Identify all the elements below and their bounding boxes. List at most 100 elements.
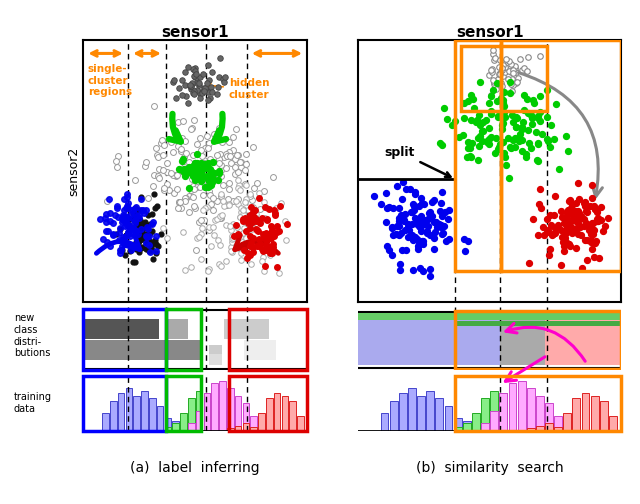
Point [563,221,573,229]
Point [206,83,216,91]
Point [136,229,147,237]
Point [127,224,138,232]
Point [225,221,235,229]
Bar [499,393,508,431]
Point [122,190,132,198]
Point [237,229,248,237]
Point [439,104,449,112]
Point [586,238,596,246]
Point [574,209,584,217]
Point [267,245,277,254]
Point [396,229,406,237]
Point [143,229,154,237]
Point [194,82,204,90]
Point [213,83,223,91]
Point [118,235,128,243]
Point [504,57,514,65]
Bar [463,423,470,431]
Point [573,219,583,227]
Title: sensor1: sensor1 [456,25,524,40]
Point [260,203,270,211]
Point [394,217,404,225]
Point [128,240,138,248]
Point [144,228,154,236]
Point [260,245,271,254]
Point [132,235,143,243]
Point [234,244,244,252]
Point [556,226,566,234]
Point [180,197,190,205]
Point [124,223,134,231]
Point [432,223,442,231]
Point [228,234,238,242]
Point [429,244,440,253]
Point [197,89,207,97]
Point [412,235,422,243]
Point [170,171,180,179]
Point [491,134,501,142]
Point [134,248,144,257]
Point [493,144,504,152]
Point [207,68,217,76]
Point [438,229,448,237]
Point [236,256,246,264]
Point [195,73,205,81]
Point [499,88,509,96]
Point [162,179,172,187]
Bar [358,313,621,320]
Title: sensor1: sensor1 [161,25,229,40]
Point [557,233,568,241]
Point [245,251,255,259]
Point [181,149,191,157]
Point [589,238,599,246]
Point [562,239,572,247]
Point [168,148,179,156]
Point [591,237,601,245]
Point [240,198,250,206]
Point [186,263,196,271]
Point [573,207,584,215]
Point [592,208,602,216]
Point [108,230,118,238]
Point [255,219,265,227]
Point [410,233,420,241]
Point [184,163,194,171]
Point [115,225,125,233]
Point [150,232,161,240]
Bar [572,426,580,431]
Point [527,120,537,128]
Point [588,194,598,202]
Point [129,217,140,225]
Point [138,206,148,214]
Point [216,166,226,174]
Point [568,216,579,224]
Bar [188,423,195,431]
Point [241,218,251,226]
Point [244,192,255,200]
Point [261,239,271,247]
Point [192,87,202,95]
Point [151,247,161,256]
Bar [274,393,280,431]
Point [194,233,204,241]
Point [566,226,577,234]
Point [200,144,211,152]
Point [156,230,166,238]
Point [413,242,423,250]
Point [280,236,291,244]
Bar [527,388,534,431]
Point [535,184,545,193]
Point [230,161,241,169]
Point [198,87,209,95]
Point [519,64,529,72]
Point [128,258,138,266]
Point [560,234,570,242]
Point [123,228,133,236]
Bar [166,319,188,339]
Point [138,223,148,231]
Point [564,196,575,204]
Point [442,115,452,123]
Point [198,191,208,199]
Point [177,155,188,163]
Point [562,209,572,217]
